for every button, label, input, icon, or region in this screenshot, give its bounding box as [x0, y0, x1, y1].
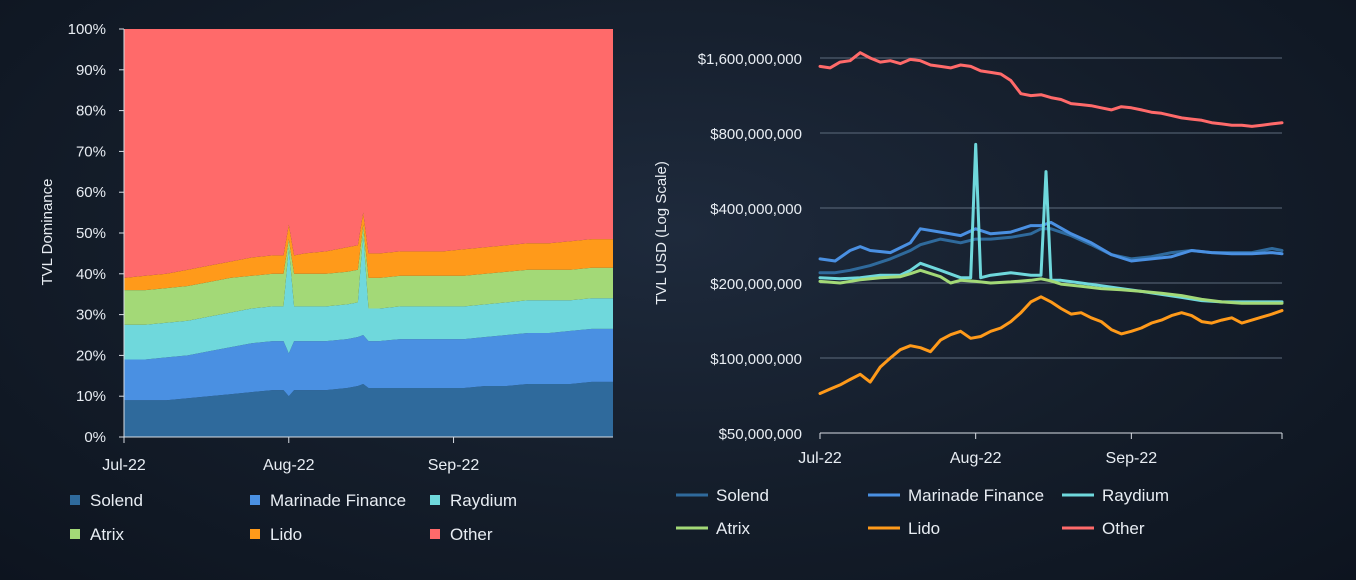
legend-label: Other — [450, 525, 493, 544]
area-lido — [124, 212, 613, 291]
y-tick-label: 0% — [84, 429, 106, 446]
y-tick-label: 70% — [76, 143, 106, 160]
legend-swatch — [430, 495, 440, 505]
area-other — [124, 29, 613, 278]
y-tick-label: 100% — [68, 21, 106, 38]
y-tick-label: 10% — [76, 388, 106, 405]
legend-label: Raydium — [1102, 486, 1169, 505]
legend-item-marinade-finance: Marinade Finance — [250, 491, 406, 510]
y-tick-label: $400,000,000 — [710, 201, 802, 218]
legend-item-marinade-finance: Marinade Finance — [868, 486, 1044, 505]
tvl-gridlines — [820, 57, 1282, 359]
legend-swatch — [250, 529, 260, 539]
legend-item-atrix: Atrix — [676, 519, 751, 538]
y-tick-label: 60% — [76, 184, 106, 201]
legend-label: Solend — [716, 486, 769, 505]
y-tick-label: $50,000,000 — [719, 426, 802, 443]
line-raydium — [818, 142, 1284, 304]
x-tick-label: Sep-22 — [1106, 450, 1158, 467]
area-atrix — [124, 224, 613, 325]
x-tick-label: Jul-22 — [798, 450, 842, 467]
legend-label: Other — [1102, 519, 1145, 538]
line-other — [818, 51, 1284, 128]
y-tick-label: 20% — [76, 347, 106, 364]
legend-item-lido: Lido — [250, 525, 302, 544]
tvl-legend: Solend Marinade Finance Raydium Atrix Lido Ot… — [676, 486, 1169, 538]
area-marinade-finance — [124, 328, 613, 401]
legend-item-other: Other — [1062, 519, 1145, 538]
y-tick-label: 80% — [76, 103, 106, 120]
legend-item-raydium: Raydium — [430, 491, 517, 510]
x-tick-label: Aug-22 — [950, 450, 1002, 467]
legend-label: Lido — [270, 525, 302, 544]
legend-label: Atrix — [716, 519, 751, 538]
line-atrix — [818, 268, 1284, 305]
legend-swatch — [70, 529, 80, 539]
legend-label: Solend — [90, 491, 143, 510]
legend-swatch — [250, 495, 260, 505]
dominance-legend: Solend Marinade Finance Raydium Atrix Lido Ot… — [70, 491, 517, 544]
y-tick-label: $100,000,000 — [710, 351, 802, 368]
legend-item-atrix: Atrix — [70, 525, 125, 544]
legend-item-other: Other — [430, 525, 493, 544]
legend-item-solend: Solend — [676, 486, 769, 505]
legend-swatch — [430, 529, 440, 539]
legend-label: Marinade Finance — [908, 486, 1044, 505]
line-marinade-finance — [818, 220, 1284, 263]
legend-swatch — [70, 495, 80, 505]
dominance-axes: 0% 10% 20% 30% 40% 50% 60% 70% 80% 90% 100% Jul-22 A… — [68, 21, 613, 474]
area-solend — [124, 381, 613, 437]
dominance-chart: 0% 10% 20% 30% 40% 50% 60% 70% 80% 90% 100% Jul-22 A… — [39, 21, 613, 544]
area-raydium — [124, 233, 613, 360]
y-tick-label: 30% — [76, 307, 106, 324]
tvl-lines — [818, 51, 1284, 395]
tvl-usd-chart: $50,000,000 $100,000,000 $200,000,000 $400,… — [653, 51, 1284, 538]
x-tick-label: Aug-22 — [263, 457, 315, 474]
legend-label: Raydium — [450, 491, 517, 510]
x-tick-label: Sep-22 — [428, 457, 480, 474]
y-tick-label: 50% — [76, 225, 106, 242]
legend-label: Marinade Finance — [270, 491, 406, 510]
tvl-axes: $50,000,000 $100,000,000 $200,000,000 $400,… — [698, 51, 1283, 467]
line-lido — [818, 295, 1284, 395]
y-tick-label: 90% — [76, 62, 106, 79]
y-tick-label: 40% — [76, 266, 106, 283]
legend-item-lido: Lido — [868, 519, 940, 538]
y-tick-label: $800,000,000 — [710, 126, 802, 143]
x-tick-label: Jul-22 — [102, 457, 146, 474]
dominance-y-axis-label: TVL Dominance — [39, 179, 56, 286]
legend-item-solend: Solend — [70, 491, 143, 510]
legend-label: Lido — [908, 519, 940, 538]
tvl-y-axis-label: TVL USD (Log Scale) — [653, 161, 670, 305]
dominance-areas — [124, 29, 613, 437]
legend-label: Atrix — [90, 525, 125, 544]
legend-item-raydium: Raydium — [1062, 486, 1169, 505]
y-tick-label: $1,600,000,000 — [698, 51, 802, 68]
y-tick-label: $200,000,000 — [710, 276, 802, 293]
